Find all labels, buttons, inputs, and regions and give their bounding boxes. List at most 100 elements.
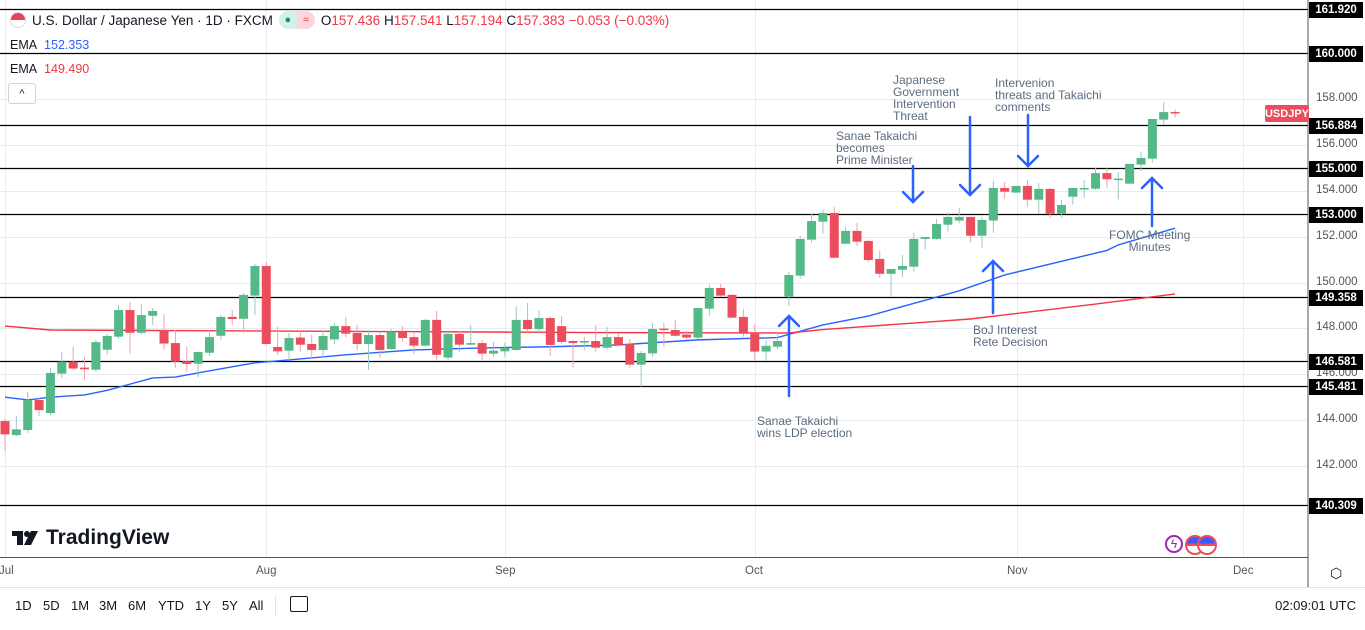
candle[interactable] xyxy=(1000,182,1010,199)
ema-line[interactable] xyxy=(4,293,1176,334)
candle[interactable] xyxy=(318,330,328,358)
candle[interactable] xyxy=(886,268,896,297)
candle[interactable] xyxy=(738,308,748,337)
candle[interactable] xyxy=(704,284,714,316)
candle[interactable] xyxy=(193,351,203,378)
candle[interactable] xyxy=(375,332,385,358)
candle[interactable] xyxy=(454,330,464,352)
candle[interactable] xyxy=(1136,151,1146,172)
range-button-1d[interactable]: 1D xyxy=(15,598,32,613)
go-to-date-calendar-icon[interactable] xyxy=(290,596,308,612)
range-button-all[interactable]: All xyxy=(249,598,264,613)
candle[interactable] xyxy=(364,330,374,370)
candle[interactable] xyxy=(1102,168,1112,188)
candle[interactable] xyxy=(1113,171,1123,200)
candle[interactable] xyxy=(988,180,998,233)
candle[interactable] xyxy=(443,330,453,361)
candle[interactable] xyxy=(0,419,10,451)
range-button-1m[interactable]: 1M xyxy=(71,598,90,613)
market-status[interactable]: ● ≈ xyxy=(278,11,315,29)
symbol-title[interactable]: U.S. Dollar / Japanese Yen · 1D · FXCM xyxy=(32,12,273,28)
candle[interactable] xyxy=(159,313,169,350)
candle[interactable] xyxy=(511,306,521,351)
candle[interactable] xyxy=(1170,109,1180,118)
candle[interactable] xyxy=(625,338,635,368)
candle[interactable] xyxy=(239,293,249,333)
candle[interactable] xyxy=(57,351,67,378)
candle[interactable] xyxy=(852,222,862,246)
candle[interactable] xyxy=(523,302,533,333)
candle[interactable] xyxy=(602,327,612,350)
candle[interactable] xyxy=(45,368,55,416)
candle[interactable] xyxy=(579,337,589,350)
range-button-5y[interactable]: 5Y xyxy=(222,598,238,613)
candle[interactable] xyxy=(386,329,396,350)
candle[interactable] xyxy=(591,324,601,352)
candle[interactable] xyxy=(204,330,214,356)
candle[interactable] xyxy=(772,332,782,350)
candle[interactable] xyxy=(977,216,987,248)
candle[interactable] xyxy=(909,232,919,272)
candle[interactable] xyxy=(818,209,828,234)
candle[interactable] xyxy=(136,304,146,335)
candle[interactable] xyxy=(1011,185,1021,193)
candle[interactable] xyxy=(648,322,658,357)
candle[interactable] xyxy=(216,315,226,340)
candle[interactable] xyxy=(80,357,90,380)
candle[interactable] xyxy=(761,339,771,361)
candle[interactable] xyxy=(534,310,544,334)
candle[interactable] xyxy=(409,332,419,355)
candle[interactable] xyxy=(352,324,362,350)
candle[interactable] xyxy=(398,326,408,342)
candle[interactable] xyxy=(920,237,930,250)
candle[interactable] xyxy=(841,226,851,244)
range-button-5d[interactable]: 5D xyxy=(43,598,60,613)
candle[interactable] xyxy=(307,334,317,359)
candle[interactable] xyxy=(1056,199,1066,218)
clock[interactable]: 02:09:01 UTC xyxy=(1275,598,1356,613)
candle[interactable] xyxy=(568,339,578,368)
candle[interactable] xyxy=(670,319,680,337)
candle[interactable] xyxy=(148,307,158,325)
range-button-6m[interactable]: 6M xyxy=(128,598,147,613)
candle[interactable] xyxy=(102,333,112,355)
candle[interactable] xyxy=(897,254,907,277)
candle[interactable] xyxy=(23,391,33,433)
candle[interactable] xyxy=(68,346,78,370)
candle[interactable] xyxy=(829,207,839,258)
candle[interactable] xyxy=(954,207,964,224)
candle[interactable] xyxy=(1034,183,1044,214)
candle[interactable] xyxy=(784,271,794,306)
candle[interactable] xyxy=(875,251,885,278)
candle[interactable] xyxy=(261,261,271,345)
candle[interactable] xyxy=(295,330,305,352)
ema-fast-legend[interactable]: EMA 152.353 xyxy=(10,38,90,52)
candle[interactable] xyxy=(11,415,21,437)
lightning-event-icon[interactable]: ϟ xyxy=(1165,535,1183,553)
candle[interactable] xyxy=(659,322,669,347)
candle[interactable] xyxy=(863,239,873,262)
candle[interactable] xyxy=(636,350,646,387)
candle[interactable] xyxy=(273,327,283,356)
candle[interactable] xyxy=(1068,188,1078,205)
candle[interactable] xyxy=(477,339,487,361)
candle[interactable] xyxy=(1079,179,1089,199)
candle[interactable] xyxy=(488,341,498,357)
range-button-ytd[interactable]: YTD xyxy=(158,598,184,613)
us-economic-event-icon[interactable] xyxy=(1197,535,1217,555)
candle[interactable] xyxy=(727,293,737,319)
candle[interactable] xyxy=(613,333,623,347)
candle[interactable] xyxy=(91,339,101,372)
candle[interactable] xyxy=(1147,118,1157,163)
candle[interactable] xyxy=(500,343,510,357)
candle[interactable] xyxy=(545,316,555,356)
candle[interactable] xyxy=(182,346,192,372)
candle[interactable] xyxy=(1022,179,1032,207)
candle[interactable] xyxy=(420,318,430,347)
candle[interactable] xyxy=(966,216,976,243)
candle[interactable] xyxy=(557,315,567,344)
candle[interactable] xyxy=(34,397,44,417)
candle[interactable] xyxy=(932,218,942,240)
candle[interactable] xyxy=(807,213,817,243)
candle[interactable] xyxy=(432,310,442,361)
